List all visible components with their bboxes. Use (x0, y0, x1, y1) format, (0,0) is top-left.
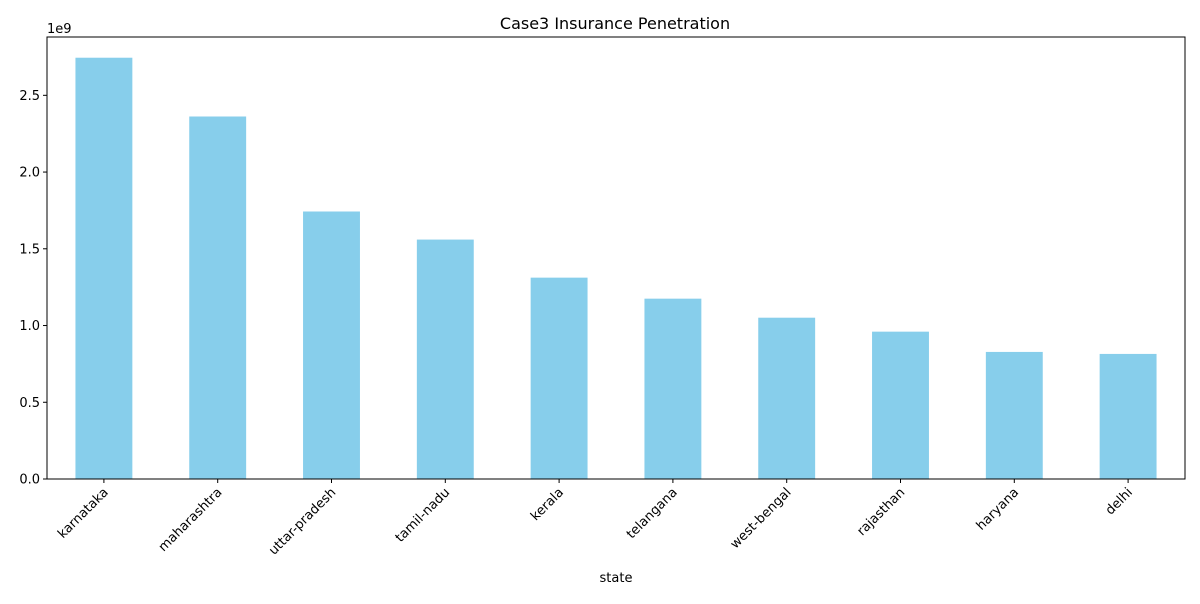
x-tick-label-telangana: telangana (624, 485, 681, 542)
x-tick-label-karnataka: karnataka (55, 485, 112, 542)
y-axis: 0.0 0.5 1.0 1.5 2.0 2.5 (19, 89, 47, 488)
plot-frame (46, 36, 1186, 480)
bar-haryana (985, 351, 1043, 479)
bar-telangana (644, 298, 702, 479)
x-tick-label-uttar-pradesh: uttar-pradesh (266, 485, 339, 558)
x-tick-label-west-bengal: west-bengal (728, 485, 795, 552)
x-tick-label-tamil-nadu: tamil-nadu (393, 485, 453, 545)
x-tick-label-rajasthan: rajasthan (854, 485, 908, 539)
x-tick-label-maharashtra: maharashtra (156, 485, 226, 555)
x-axis: karnataka maharashtra uttar-pradesh tamil-n… (55, 479, 1136, 558)
bar-karnataka (75, 57, 133, 479)
x-tick-label-kerala: kerala (528, 485, 567, 524)
bar-kerala (530, 277, 588, 479)
y-tick-label-2: 1.0 (19, 319, 40, 334)
y-tick-label-3: 1.5 (19, 242, 40, 257)
y-axis-offset-label: 1e9 (47, 22, 72, 37)
bar-tamil-nadu (416, 239, 474, 479)
y-tick-label-4: 2.0 (19, 166, 40, 181)
x-tick-label-haryana: haryana (974, 485, 1022, 533)
bar-rajasthan (872, 331, 929, 479)
bar-maharashtra (189, 116, 247, 480)
y-tick-label-0: 0.0 (19, 473, 40, 488)
bar-uttar-pradesh (303, 211, 360, 479)
bar-delhi (1099, 353, 1157, 479)
chart-title: Case3 Insurance Penetration (500, 14, 730, 33)
x-axis-label: state (600, 571, 633, 586)
x-tick-label-delhi: delhi (1103, 485, 1136, 518)
bars-group (75, 57, 1157, 480)
y-tick-label-1: 0.5 (19, 396, 40, 411)
bar-west-bengal (758, 317, 816, 479)
y-tick-label-5: 2.5 (19, 89, 40, 104)
